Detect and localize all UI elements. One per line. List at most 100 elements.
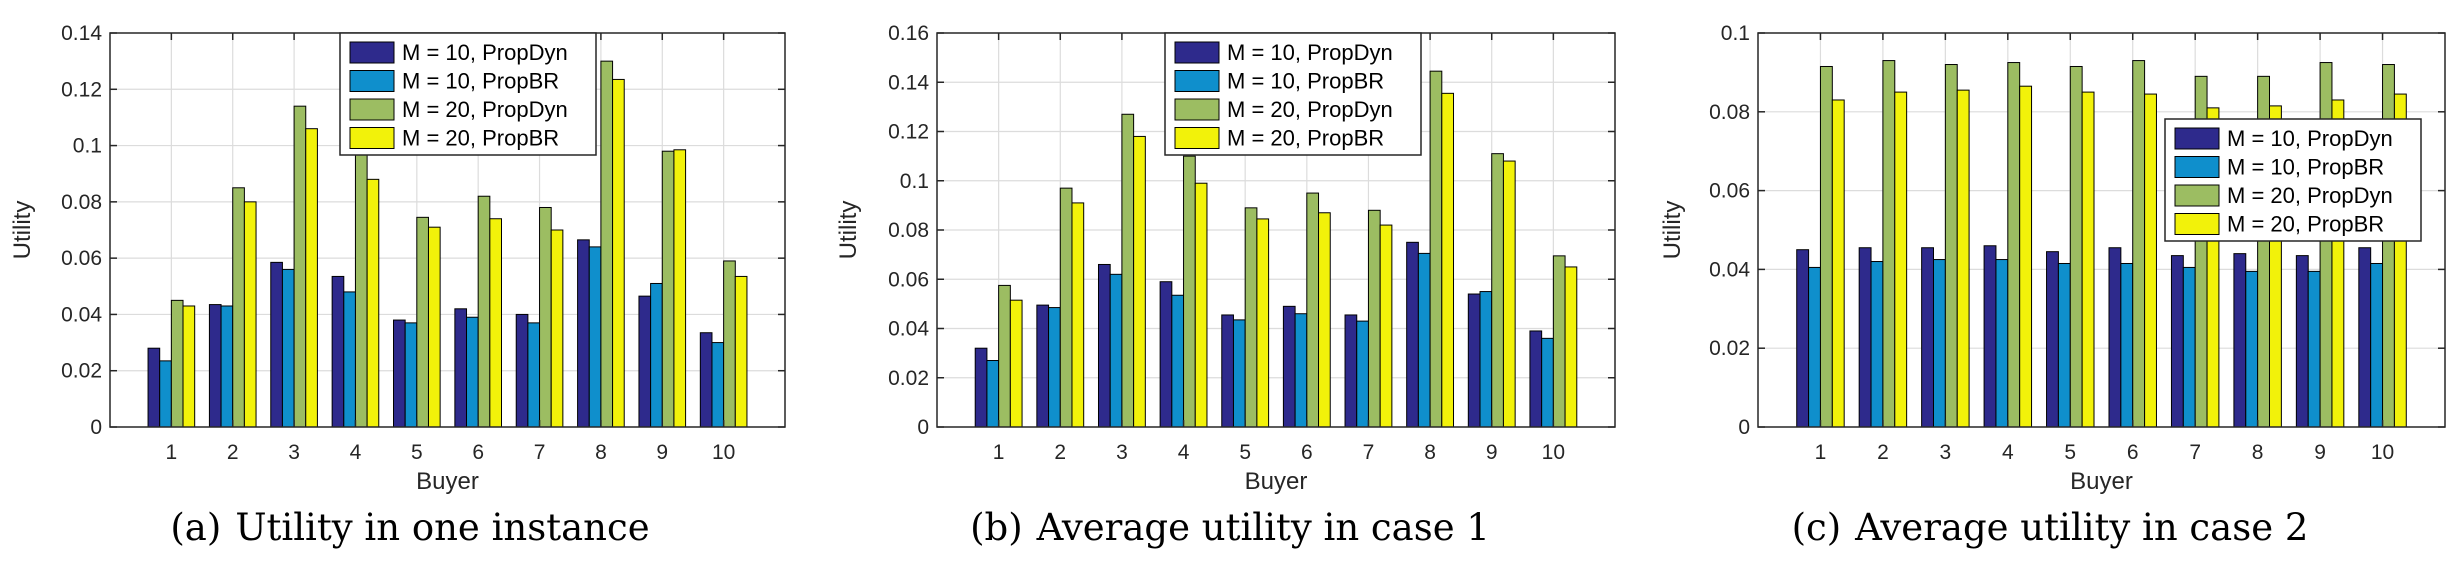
bar-M20_PropBR-buyer-8 — [1441, 92, 1455, 428]
legend-label-M10_PropDyn: M = 10, PropDyn — [1227, 40, 1393, 65]
x-tick-label: 8 — [595, 441, 607, 464]
x-tick-label: 4 — [1178, 441, 1190, 464]
caption-c: (c) Average utility in case 2 — [1640, 506, 2460, 549]
bar-M10_PropBR-buyer-8 — [2245, 270, 2259, 428]
x-tick-label: 7 — [1363, 441, 1375, 464]
x-tick-label: 1 — [1815, 441, 1827, 464]
bar-M10_PropDyn-buyer-9 — [2295, 255, 2309, 428]
bar-M20_PropBR-buyer-5 — [427, 226, 441, 428]
x-tick-label: 5 — [1239, 441, 1251, 464]
bar-M10_PropDyn-buyer-2 — [1858, 247, 1872, 428]
legend-swatch-M10_PropBR — [1174, 70, 1220, 92]
bar-M10_PropBR-buyer-4 — [343, 291, 356, 428]
bar-M10_PropDyn-buyer-10 — [699, 332, 713, 428]
bar-M10_PropDyn-buyer-4 — [1159, 281, 1173, 428]
bar-M20_PropDyn-buyer-2 — [1882, 60, 1896, 428]
bar-M20_PropDyn-buyer-2 — [232, 187, 245, 428]
bar-M20_PropDyn-buyer-9 — [1491, 153, 1504, 428]
bar-M10_PropDyn-buyer-6 — [1282, 305, 1296, 428]
x-axis-label: Buyer — [416, 468, 479, 495]
x-tick-label: 9 — [656, 441, 668, 464]
bar-M10_PropBR-buyer-5 — [1232, 319, 1246, 428]
x-tick-label: 8 — [1424, 441, 1436, 464]
bar-M20_PropDyn-buyer-2 — [1059, 187, 1073, 428]
bar-M20_PropBR-buyer-9 — [1502, 160, 1516, 428]
y-tick-label: 0.02 — [888, 367, 929, 390]
bar-M10_PropDyn-buyer-7 — [2170, 255, 2184, 428]
bar-M10_PropDyn-buyer-1 — [974, 347, 988, 428]
bar-M20_PropBR-buyer-2 — [1071, 202, 1085, 428]
bar-M20_PropBR-buyer-7 — [550, 229, 564, 428]
y-tick-label: 0.1 — [900, 170, 929, 193]
bar-M20_PropBR-buyer-4 — [2019, 85, 2033, 428]
legend-label-M20_PropBR: M = 20, PropBR — [2227, 212, 2384, 237]
bar-M10_PropBR-buyer-2 — [1870, 261, 1884, 428]
bar-M10_PropDyn-buyer-8 — [1406, 241, 1419, 428]
bar-M20_PropDyn-buyer-9 — [661, 150, 675, 428]
bar-M20_PropBR-buyer-6 — [489, 218, 503, 428]
bar-M10_PropBR-buyer-3 — [1109, 273, 1123, 428]
bar-M20_PropBR-buyer-10 — [1564, 266, 1578, 428]
bar-M10_PropBR-buyer-6 — [2120, 262, 2134, 428]
x-tick-label: 10 — [712, 441, 735, 464]
bar-M20_PropDyn-buyer-4 — [354, 147, 368, 428]
bar-M10_PropBR-buyer-6 — [1294, 313, 1308, 428]
bar-M10_PropBR-buyer-2 — [1048, 307, 1061, 428]
bar-M10_PropDyn-buyer-5 — [1221, 314, 1234, 428]
bar-M10_PropDyn-buyer-3 — [1097, 263, 1111, 428]
legend-label-M20_PropDyn: M = 20, PropDyn — [402, 97, 568, 122]
y-tick-label: 0.02 — [61, 360, 102, 383]
bar-M10_PropDyn-buyer-5 — [2046, 251, 2059, 428]
y-tick-label: 0.06 — [888, 268, 929, 291]
y-tick-label: 0.08 — [1709, 101, 1750, 124]
bar-M10_PropDyn-buyer-3 — [1921, 247, 1934, 428]
x-tick-label: 3 — [1940, 441, 1952, 464]
legend-label-M20_PropBR: M = 20, PropBR — [1227, 126, 1384, 151]
bar-M20_PropDyn-buyer-5 — [1244, 207, 1258, 428]
legend-label-M20_PropDyn: M = 20, PropDyn — [1227, 97, 1393, 122]
bar-M20_PropDyn-buyer-1 — [170, 299, 184, 428]
caption-c-prefix: (c) — [1791, 506, 1842, 549]
bar-M10_PropBR-buyer-3 — [281, 268, 295, 428]
bar-M20_PropBR-buyer-2 — [243, 201, 257, 428]
bar-M20_PropBR-buyer-3 — [305, 128, 318, 428]
bar-M10_PropBR-buyer-7 — [1356, 320, 1369, 428]
legend-label-M20_PropDyn: M = 20, PropDyn — [2227, 183, 2393, 208]
legend-swatch-M20_PropDyn — [349, 98, 395, 121]
x-tick-label: 6 — [472, 441, 484, 464]
bar-chart-average-utility-case-2: 0 0.02 0.04 0.06 0.08 0.1 1 2 3 4 5 6 7 8 9 10 Buyer Util… — [1659, 22, 2446, 495]
caption-c-text: Average utility in case 2 — [1855, 506, 2309, 549]
bar-M20_PropDyn-buyer-10 — [1552, 255, 1566, 428]
axes-box — [1757, 32, 2446, 428]
bar-M10_PropBR-buyer-4 — [1995, 259, 2009, 428]
bar-M20_PropBR-buyer-6 — [1318, 212, 1331, 428]
bar-M20_PropDyn-buyer-7 — [1367, 209, 1381, 428]
y-tick-label: 0.1 — [1721, 22, 1750, 45]
x-tick-label: 2 — [227, 441, 239, 464]
chart-panel-b: 0 0.02 0.04 0.06 0.08 0.1 0.12 0.14 0.16 1 2 3 4 5 6 7 8… — [820, 0, 1640, 576]
x-tick-label: 1 — [993, 441, 1005, 464]
bar-M20_PropBR-buyer-8 — [612, 78, 625, 428]
bar-M10_PropDyn-buyer-1 — [147, 347, 161, 428]
caption-b: (b) Average utility in case 1 — [820, 506, 1640, 549]
bar-M10_PropBR-buyer-4 — [1171, 294, 1185, 428]
bar-M10_PropDyn-buyer-4 — [1983, 245, 1997, 428]
bar-M10_PropDyn-buyer-10 — [2358, 247, 2372, 428]
bar-M10_PropBR-buyer-3 — [1932, 259, 1946, 428]
bar-M10_PropBR-buyer-9 — [2307, 270, 2321, 428]
bar-M20_PropBR-buyer-7 — [1379, 224, 1393, 428]
bar-M10_PropDyn-buyer-6 — [2108, 247, 2122, 428]
bar-M20_PropBR-buyer-3 — [1133, 135, 1146, 428]
y-axis-label: Utility — [835, 201, 862, 260]
x-tick-label: 8 — [2252, 441, 2264, 464]
legend-swatch-M10_PropDyn — [349, 41, 395, 64]
bar-M20_PropDyn-buyer-6 — [1306, 192, 1320, 428]
y-tick-label: 0.02 — [1709, 337, 1750, 360]
bar-M10_PropBR-buyer-9 — [1479, 291, 1493, 428]
legend-label-M10_PropDyn: M = 10, PropDyn — [2227, 126, 2393, 151]
y-tick-label: 0.08 — [61, 191, 102, 214]
bar-M20_PropDyn-buyer-7 — [539, 206, 552, 428]
bar-M10_PropBR-buyer-5 — [404, 322, 418, 428]
bar-M20_PropDyn-buyer-3 — [1121, 113, 1135, 428]
bar-M10_PropDyn-buyer-9 — [1467, 293, 1481, 428]
